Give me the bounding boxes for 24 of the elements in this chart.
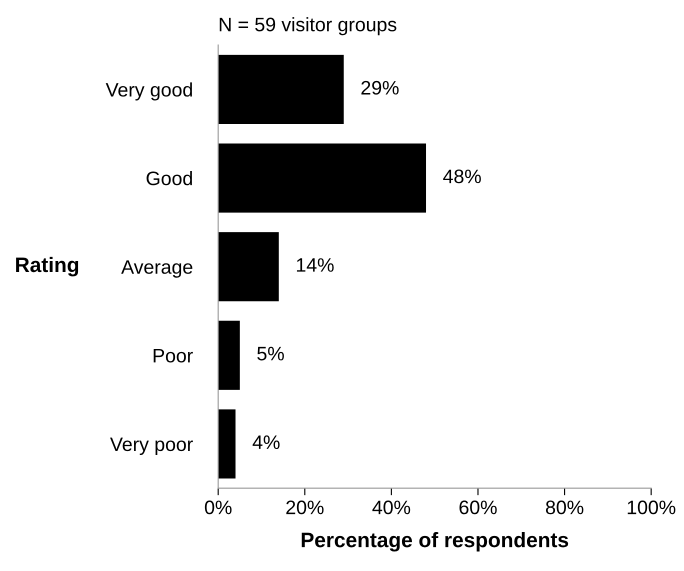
x-tick-label: 80% (546, 500, 584, 514)
bar (218, 320, 240, 390)
data-label: 29% (361, 80, 399, 95)
data-label: 4% (252, 435, 280, 450)
bar (218, 232, 279, 302)
x-tick-label: 100% (628, 500, 676, 514)
y-tick-label: Very good (106, 82, 192, 100)
data-label: 48% (443, 169, 481, 184)
x-axis-title: Percentage of respondents (302, 532, 568, 552)
y-axis-title: Rating (16, 256, 78, 276)
x-tick-label: 20% (286, 500, 324, 514)
data-label: 14% (296, 258, 334, 272)
y-tick-label: Poor (154, 348, 193, 363)
y-tick-label: Average (121, 260, 192, 278)
x-tick-label: 0% (204, 500, 232, 514)
y-tick-label: Good (146, 170, 192, 186)
x-tick-label: 40% (372, 500, 410, 514)
bar (218, 409, 236, 478)
bar (218, 143, 426, 213)
y-tick-label: Very poor (110, 438, 193, 455)
data-label: 5% (257, 346, 284, 360)
bar (218, 54, 344, 124)
x-tick-label: 60% (460, 500, 497, 514)
chart-title: N = 59 visitor groups (220, 17, 396, 36)
